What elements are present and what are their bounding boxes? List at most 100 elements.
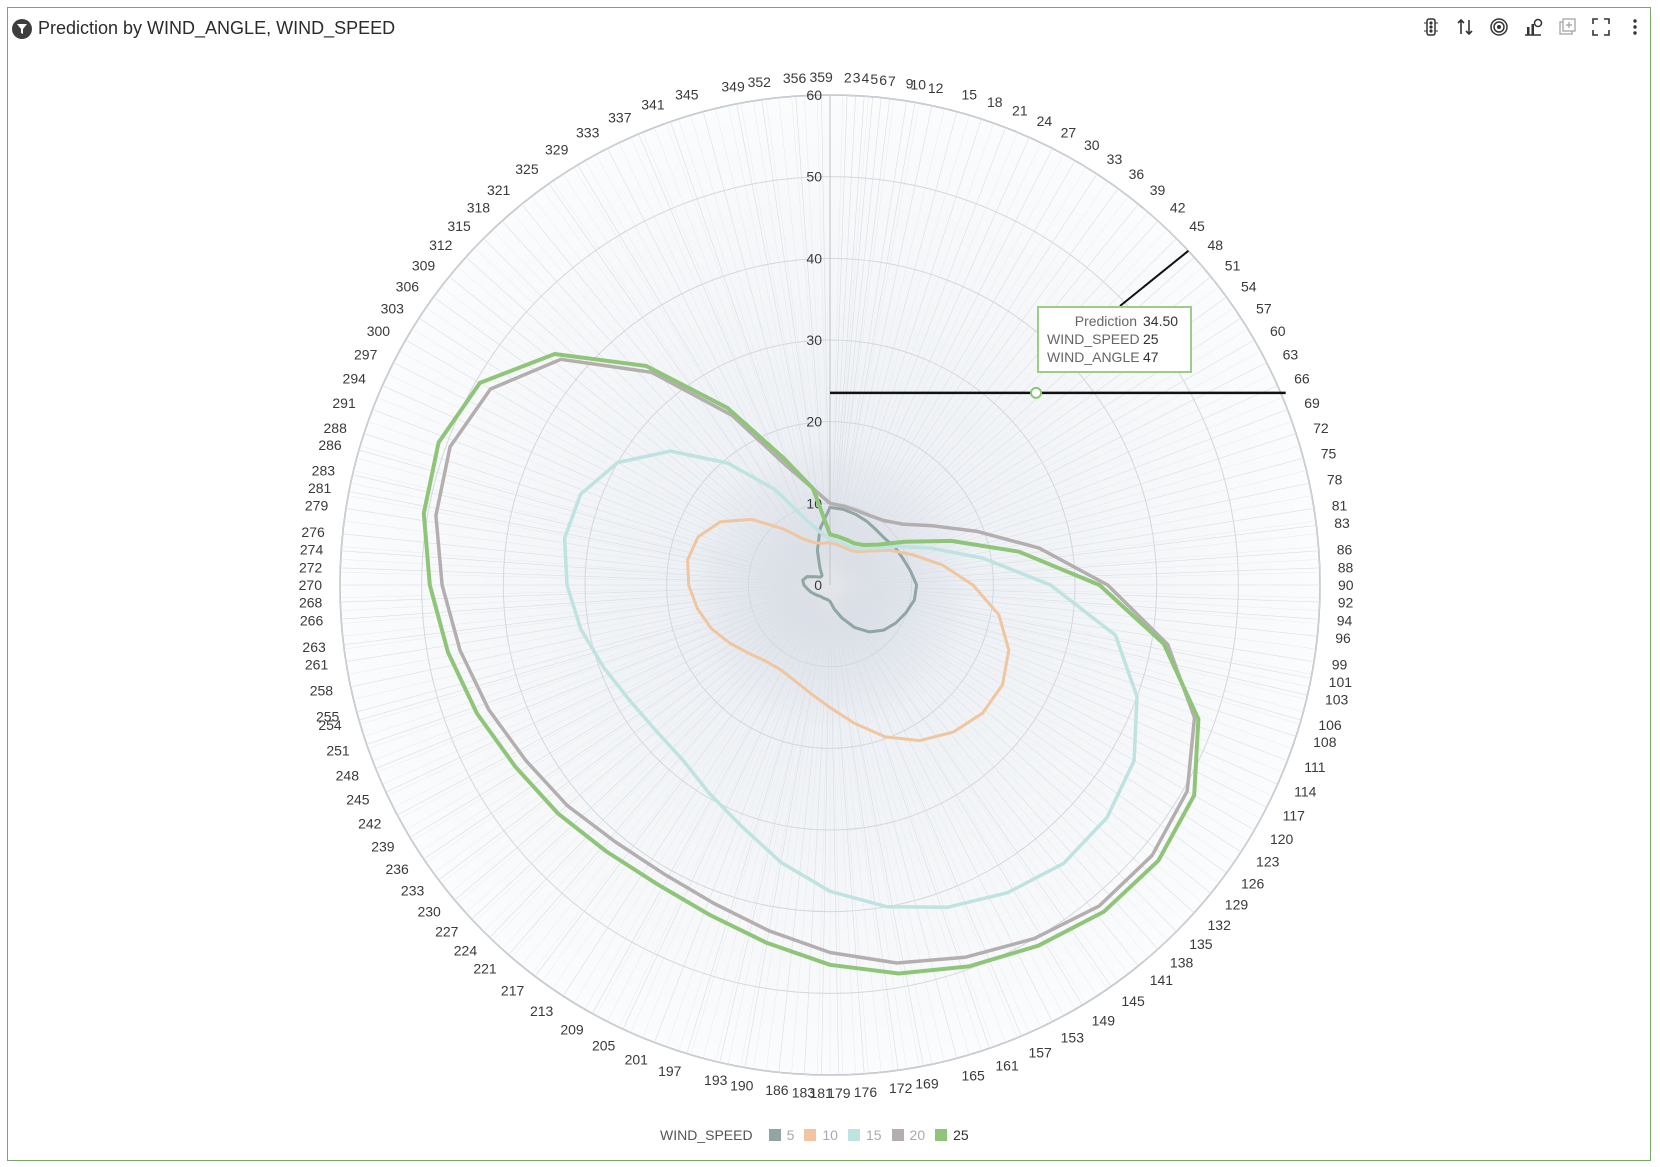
target-icon[interactable] <box>1488 16 1510 38</box>
angle-tick-label: 352 <box>748 74 772 90</box>
angle-tick-label: 341 <box>641 97 665 113</box>
series-line-20 <box>434 357 1197 965</box>
angle-tick-label: 329 <box>545 142 569 158</box>
angle-tick-label: 18 <box>987 94 1003 110</box>
angle-tick-label: 81 <box>1332 498 1348 514</box>
angle-tick-label: 281 <box>308 480 332 496</box>
angle-tick-label: 117 <box>1283 808 1306 824</box>
legend-item-15[interactable]: 15 <box>847 1127 882 1143</box>
angle-tick-label: 224 <box>454 942 478 958</box>
traffic-light-icon[interactable] <box>1420 16 1442 38</box>
radial-tick-label: 0 <box>814 577 822 593</box>
sort-icon[interactable] <box>1454 16 1476 38</box>
tooltip-value: 47 <box>1143 349 1159 365</box>
angle-tick-label: 236 <box>385 861 409 877</box>
legend-item-10[interactable]: 10 <box>804 1127 838 1143</box>
angle-tick-label: 24 <box>1037 113 1053 129</box>
angle-tick-label: 258 <box>310 683 334 699</box>
angle-tick-label: 15 <box>961 86 977 102</box>
angle-tick-label: 239 <box>371 839 395 855</box>
angle-tick-label: 126 <box>1241 876 1265 892</box>
angle-tick-label: 10 <box>910 77 926 93</box>
chart-tooltip: Prediction 34.50 WIND_SPEED 25 WIND_ANGLE 4… <box>1037 306 1192 373</box>
angle-tick-label: 57 <box>1256 300 1272 316</box>
angle-tick-label: 270 <box>299 577 323 593</box>
angle-tick-label: 274 <box>300 542 324 558</box>
radial-tick-label: 30 <box>806 332 822 348</box>
angle-tick-label: 176 <box>854 1084 878 1100</box>
legend-item-25[interactable]: 25 <box>935 1127 969 1143</box>
tooltip-value: 25 <box>1143 331 1159 347</box>
angle-tick-label: 12 <box>928 80 944 96</box>
angle-tick-label: 149 <box>1092 1012 1116 1028</box>
angle-tick-label: 63 <box>1283 346 1299 362</box>
angle-tick-label: 96 <box>1335 630 1351 646</box>
legend-item-20[interactable]: 20 <box>891 1127 925 1143</box>
add-panel-icon[interactable] <box>1556 16 1578 38</box>
angle-tick-label: 230 <box>417 904 441 920</box>
angle-tick-label: 99 <box>1332 656 1348 672</box>
filter-icon[interactable] <box>12 18 32 39</box>
angle-tick-label: 157 <box>1028 1045 1052 1061</box>
angle-tick-label: 88 <box>1338 559 1354 575</box>
angle-tick-label: 36 <box>1129 166 1145 182</box>
angle-tick-label: 315 <box>447 218 471 234</box>
angle-tick-label: 288 <box>324 420 348 436</box>
angle-tick-label: 190 <box>730 1077 754 1093</box>
radial-tick-label: 40 <box>806 250 822 266</box>
fullscreen-icon[interactable] <box>1590 16 1612 38</box>
angle-tick-label: 83 <box>1334 515 1350 531</box>
angle-tick-label: 186 <box>765 1082 789 1098</box>
angle-tick-label: 27 <box>1061 124 1077 140</box>
angle-tick-label: 2 <box>844 69 852 85</box>
series-line-10 <box>686 517 1011 743</box>
angle-tick-label: 291 <box>332 395 356 411</box>
more-icon[interactable] <box>1624 16 1646 38</box>
angle-tick-label: 42 <box>1170 199 1186 215</box>
angle-tick-label: 103 <box>1325 691 1349 707</box>
legend-item-5[interactable]: 5 <box>768 1127 794 1143</box>
angle-tick-label: 179 <box>827 1085 851 1101</box>
radial-tick-label: 50 <box>806 169 822 185</box>
tooltip-pointer-line <box>1119 250 1189 307</box>
angle-tick-label: 321 <box>487 182 511 198</box>
angle-tick-label: 276 <box>301 524 325 540</box>
angle-tick-label: 242 <box>358 815 382 831</box>
angle-tick-label: 7 <box>888 73 896 89</box>
angle-tick-label: 9 <box>906 75 914 91</box>
angle-tick-label: 227 <box>435 923 459 939</box>
angle-tick-label: 4 <box>862 70 870 86</box>
angle-tick-label: 21 <box>1012 103 1028 119</box>
chart-settings-icon[interactable] <box>1522 16 1544 38</box>
angle-tick-label: 248 <box>336 767 360 783</box>
angle-tick-label: 345 <box>675 86 699 102</box>
angle-tick-label: 359 <box>809 69 833 85</box>
angle-tick-label: 78 <box>1327 471 1343 487</box>
angle-tick-label: 254 <box>318 717 342 733</box>
angle-tick-label: 255 <box>316 708 340 724</box>
angle-tick-label: 106 <box>1318 717 1342 733</box>
angle-tick-label: 172 <box>889 1080 913 1096</box>
legend-swatch <box>935 1129 948 1141</box>
angle-tick-label: 245 <box>346 792 370 808</box>
angle-tick-label: 169 <box>915 1076 939 1092</box>
angle-tick-label: 92 <box>1338 595 1354 611</box>
angle-tick-label: 251 <box>326 742 350 758</box>
angle-tick-label: 213 <box>530 1003 554 1019</box>
radial-tick-label: 60 <box>806 87 822 103</box>
legend-label: 25 <box>953 1127 969 1143</box>
angle-tick-label: 209 <box>560 1021 584 1037</box>
angle-tick-label: 123 <box>1256 854 1280 870</box>
angle-tick-label: 141 <box>1150 972 1174 988</box>
angle-tick-label: 283 <box>312 463 336 479</box>
angle-tick-label: 145 <box>1121 993 1145 1009</box>
angle-tick-label: 54 <box>1241 278 1257 294</box>
angle-tick-label: 201 <box>625 1051 649 1067</box>
angle-tick-label: 268 <box>299 595 323 611</box>
legend-label: 10 <box>822 1127 838 1143</box>
angle-tick-label: 161 <box>995 1057 1019 1073</box>
angle-tick-label: 333 <box>576 124 600 140</box>
angle-tick-label: 279 <box>305 498 329 514</box>
angle-tick-label: 72 <box>1313 420 1329 436</box>
